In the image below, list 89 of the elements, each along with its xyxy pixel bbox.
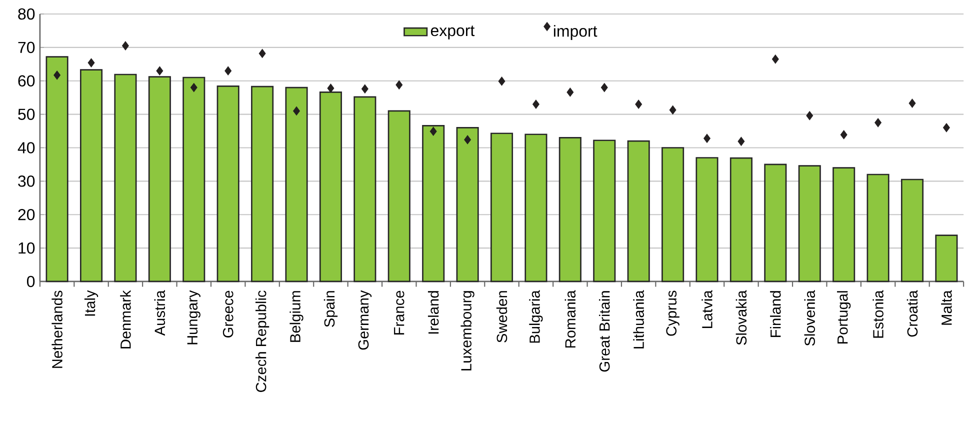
x-tick-label: Germany [358, 290, 372, 350]
x-tick-label: France [394, 290, 404, 334]
bar [866, 174, 890, 282]
x-tick-label: Belgium [290, 291, 304, 342]
point [190, 82, 198, 92]
x-tick-label: Finland [770, 291, 781, 337]
y-tick-label: 30 [18, 175, 35, 187]
point [532, 100, 540, 109]
bar [524, 134, 548, 282]
bar [46, 56, 68, 282]
point [566, 88, 574, 97]
point [258, 48, 266, 58]
point [738, 136, 745, 146]
bar [627, 140, 650, 282]
point [498, 76, 506, 86]
x-tick-label: Bulgaria [529, 290, 543, 343]
x-tick-label: Latvia [702, 290, 712, 328]
point [54, 70, 61, 80]
x-tick-label: Cyprus [666, 290, 680, 336]
bar [900, 178, 924, 282]
x-tick-label: Czech Republic [255, 290, 270, 392]
point [396, 80, 403, 90]
point [156, 66, 164, 76]
point [361, 84, 368, 94]
y-tick-label: 50 [18, 108, 35, 120]
point [122, 41, 129, 50]
bar [285, 86, 308, 282]
y-tick-label: 70 [18, 42, 35, 53]
y-tick-label: 20 [18, 208, 35, 220]
point [635, 100, 642, 109]
point [669, 105, 676, 114]
y-tick-label: 0 [26, 276, 35, 288]
point [840, 130, 848, 140]
point [943, 123, 950, 132]
legend-label: export [430, 26, 475, 40]
bar [216, 85, 240, 282]
y-tick-label: 80 [18, 8, 35, 20]
x-tick-label: Luxembourg [460, 291, 474, 370]
bar [490, 132, 514, 282]
x-tick-label: Romania [564, 290, 576, 348]
bar [832, 167, 856, 282]
x-tick-label: Portugal [837, 291, 851, 344]
point [908, 98, 916, 108]
point [327, 84, 334, 93]
bar [388, 110, 410, 282]
x-tick-label: Malta [941, 290, 952, 325]
bar [422, 124, 445, 282]
x-tick-label: Croatia [906, 290, 918, 337]
bar [354, 96, 376, 282]
legend-label: import [554, 24, 598, 40]
point [874, 118, 882, 128]
bar [114, 74, 137, 282]
x-tick-label: Austria [154, 290, 166, 336]
x-tick-label: Denmark [120, 290, 131, 348]
point [600, 82, 608, 92]
bar [935, 234, 958, 282]
point [772, 54, 779, 64]
x-tick-label: Slovakia [736, 290, 747, 345]
x-tick-label: Spain [324, 291, 338, 327]
y-tick-label: 40 [18, 142, 35, 154]
y-tick-label: 60 [18, 75, 35, 86]
bar [456, 126, 479, 282]
point [430, 126, 437, 136]
bar [696, 157, 718, 282]
bar [593, 140, 616, 282]
bar [798, 165, 821, 282]
x-tick-label: Estonia [872, 290, 884, 338]
x-tick-label: Great Britain [599, 291, 610, 372]
point [464, 135, 472, 144]
bar [662, 146, 684, 282]
x-tick-label: Slovenia [804, 290, 816, 346]
x-tick-label: Italy [84, 290, 98, 316]
bar [730, 157, 752, 282]
bar [251, 86, 274, 282]
point [704, 134, 710, 143]
x-tick-label: Netherlands [52, 290, 62, 368]
point [88, 58, 95, 68]
point [806, 111, 814, 120]
point [224, 66, 232, 76]
x-tick-label: Greece [222, 290, 234, 338]
bar [764, 164, 787, 282]
point [293, 106, 300, 116]
x-tick-label: Ireland [428, 291, 439, 334]
x-tick-label: Sweden [496, 291, 508, 342]
y-tick-label: 10 [18, 242, 35, 254]
x-tick-label: Hungary [187, 290, 200, 344]
x-tick-label: Lithuania [633, 290, 644, 348]
bar [558, 136, 582, 282]
bar [182, 76, 206, 282]
